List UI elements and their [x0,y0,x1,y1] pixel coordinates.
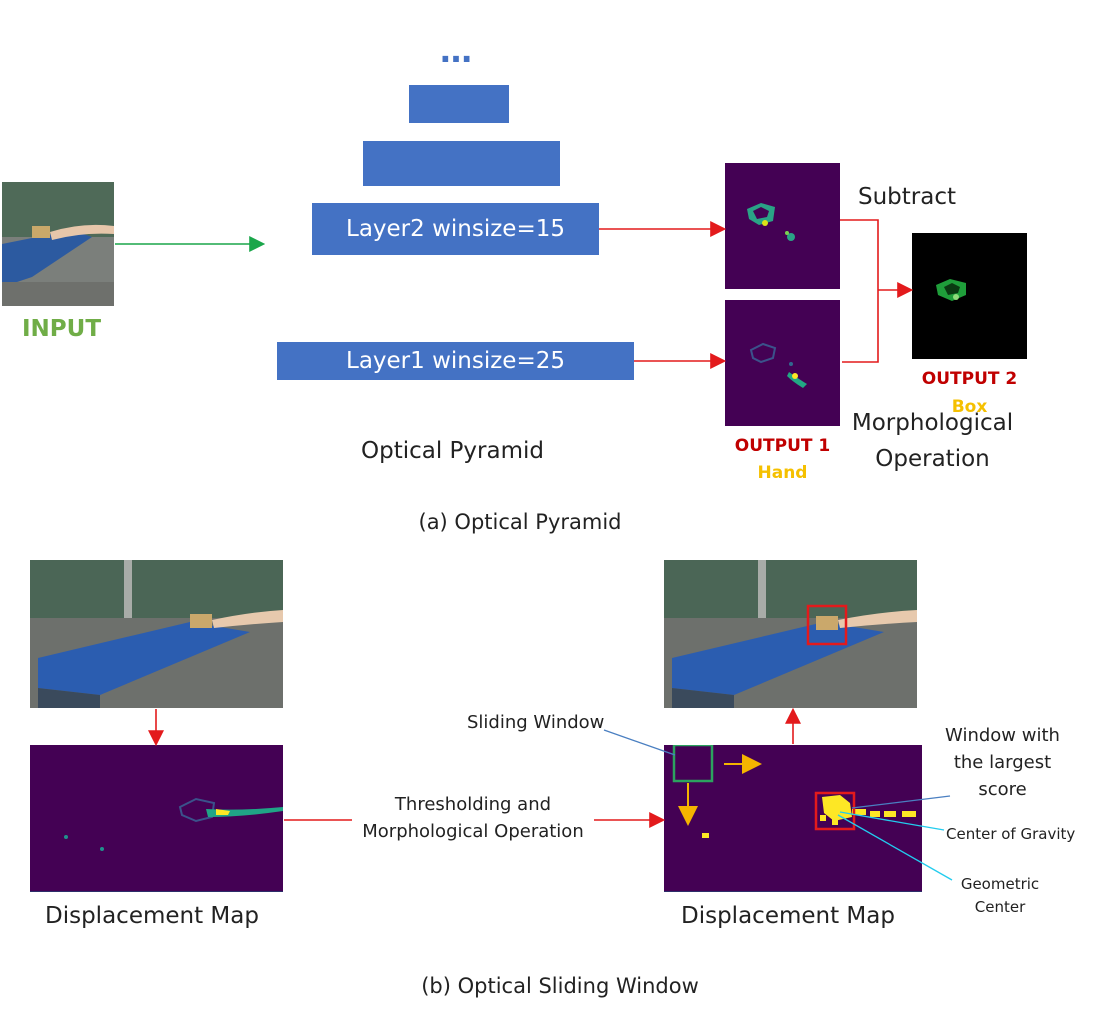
layer1-output-map [725,300,840,426]
subtract-label: Subtract [858,184,957,210]
output1-sub: Hand [757,463,808,483]
subtract-bracket [840,219,879,363]
largest-score-line1: Window with [945,725,1060,746]
right-photo [664,560,917,708]
output2-map [912,233,1027,359]
input-photo [2,182,114,306]
largest-score-line2: the largest [953,752,1052,773]
output1-title: OUTPUT 1 [734,436,831,456]
left-map-caption: Displacement Map [45,903,259,929]
right-map-caption: Displacement Map [681,903,895,929]
left-displacement-map [30,745,283,892]
sliding-window-label: Sliding Window [467,712,605,733]
largest-score-line3: score [978,779,1027,800]
pyramid-layer-1: Layer1 winsize=25 [277,342,634,380]
pyramid-caption: Optical Pyramid [361,438,544,464]
sliding-window-callout [603,729,676,756]
layer2-output-map [725,163,840,289]
geo-center-callout [837,814,953,881]
cog-callout [839,811,945,831]
output2-sub: Box [951,397,988,417]
largest-score-callout [851,795,951,809]
threshold-label-line1: Thresholding and [394,794,552,815]
left-photo [30,560,283,708]
input-label: INPUT [22,316,102,342]
morph-label-line2: Operation [875,446,990,472]
panel-b-caption: (b) Optical Sliding Window [421,974,699,998]
output2-title: OUTPUT 2 [921,369,1018,389]
geometric-center-line1: Geometric [960,875,1040,893]
pyramid-layer-2: Layer2 winsize=15 [312,203,599,255]
morph-label-line1: Morphological [851,410,1014,436]
ellipsis: … [440,32,472,70]
pyramid-layer-3 [363,141,560,186]
panel-a-caption: (a) Optical Pyramid [418,510,622,534]
threshold-label-line2: Morphological Operation [362,821,584,842]
center-of-gravity-label: Center of Gravity [946,825,1076,843]
geometric-center-line2: Center [974,898,1026,916]
pyramid-layer-top [409,85,509,123]
